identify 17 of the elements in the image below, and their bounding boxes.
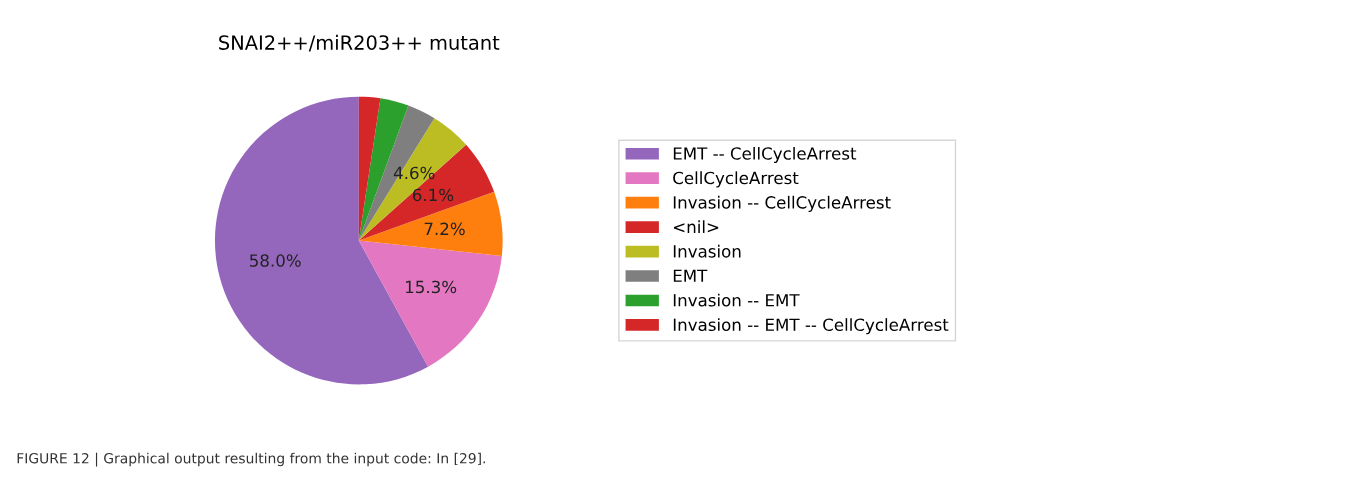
pie-slice — [358, 240, 502, 367]
data-label: 7.2% — [424, 222, 465, 236]
data-label: 58.0% — [250, 254, 301, 267]
caption: FIGURE 12 | Graphical output resulting from the input code: In [29]. — [17, 452, 485, 467]
legend-label: CellCycleArrest — [673, 171, 799, 188]
chart-title: SNAI2++/miR203++ mutant — [219, 34, 500, 52]
legend-label: Invasion -- EMT — [673, 293, 800, 307]
legend-label: Invasion — [673, 244, 741, 258]
legend-label: EMT -- CellCycleArrest — [673, 146, 857, 164]
data-label: 6.1% — [412, 188, 454, 202]
legend-label: Invasion -- EMT -- CellCycleArrest — [673, 318, 949, 335]
data-label: 15.3% — [406, 280, 457, 294]
legend-label: Invasion -- CellCycleArrest — [673, 195, 891, 212]
pie-slice — [358, 144, 495, 241]
pie-slice — [358, 118, 467, 241]
legend-label: <nil> — [673, 220, 719, 233]
legend-label: EMT — [673, 269, 708, 282]
